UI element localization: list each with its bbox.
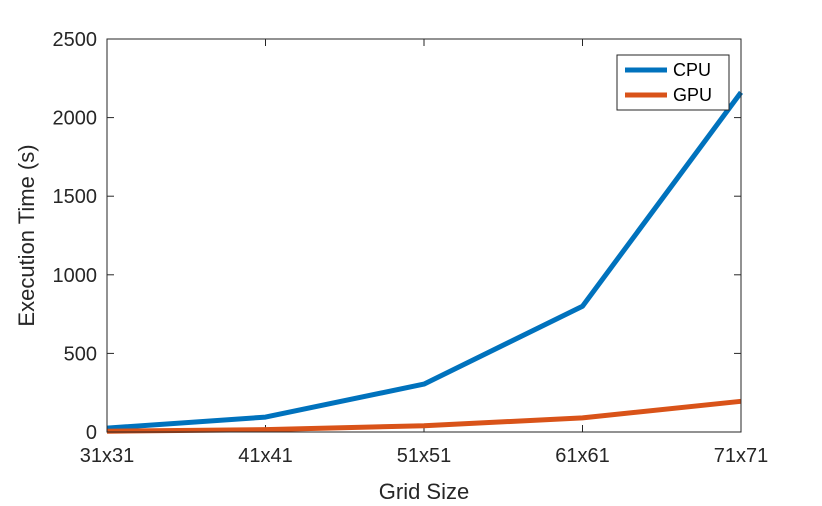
legend-label-gpu: GPU [673,85,712,105]
series-line-cpu [106,90,744,431]
legend-box [616,54,730,111]
x-tick-label: 71x71 [714,445,769,467]
x-tick-label: 31x31 [80,445,135,467]
series-lines [106,90,744,434]
y-tick-label: 2000 [53,108,98,130]
y-tick-label: 1000 [53,265,98,287]
y-tick-label: 500 [64,343,97,365]
y-tick-label: 0 [86,422,97,444]
y-tick-label: 2500 [53,29,98,51]
plot-area-box [106,38,742,433]
legend: CPU GPU [616,54,730,111]
x-tick-label: 51x51 [397,445,452,467]
x-tick-label: 61x61 [555,445,610,467]
y-tick-label: 1500 [53,186,98,208]
x-tick-labels: 31x31 41x41 51x51 61x61 71x71 [80,445,769,467]
x-tick-label: 41x41 [238,445,293,467]
y-axis-label: Execution Time (s) [14,144,39,326]
series-line-gpu [106,398,742,434]
y-tick-labels: 0 500 1000 1500 2000 2500 [53,29,98,444]
legend-label-cpu: CPU [673,60,711,80]
x-axis-label: Grid Size [379,479,469,504]
